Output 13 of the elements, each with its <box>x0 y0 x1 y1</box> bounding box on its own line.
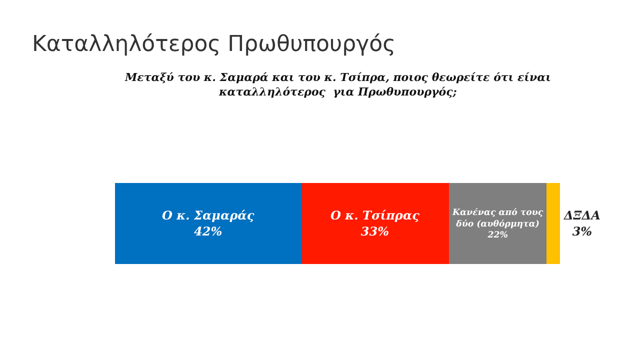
series-label: Κανένας από τους δύο (αυθόρμητα) <box>452 208 544 230</box>
bar <box>302 183 449 264</box>
data-label: 42% <box>194 224 222 238</box>
bar <box>546 183 560 264</box>
data-label: 33% <box>360 224 390 238</box>
bar <box>448 183 547 264</box>
data-label: 22% <box>486 230 508 241</box>
series-label: ΔΞΔΑ <box>563 208 600 223</box>
series-label: Ο κ. Σαμαράς <box>162 208 255 223</box>
series-label: Ο κ. Τσίπρας <box>330 208 420 223</box>
chart-subtitle: Μεταξύ του κ. Σαμαρά και του κ. Τσίπρα, ποιος θεωρείτε ότι είναι καταλληλότερος για Πρωθυπουργός; <box>124 71 551 98</box>
chart-title: Καταλληλότερος Πρωθυπουργός <box>32 32 396 58</box>
data-label: 3% <box>572 224 592 238</box>
